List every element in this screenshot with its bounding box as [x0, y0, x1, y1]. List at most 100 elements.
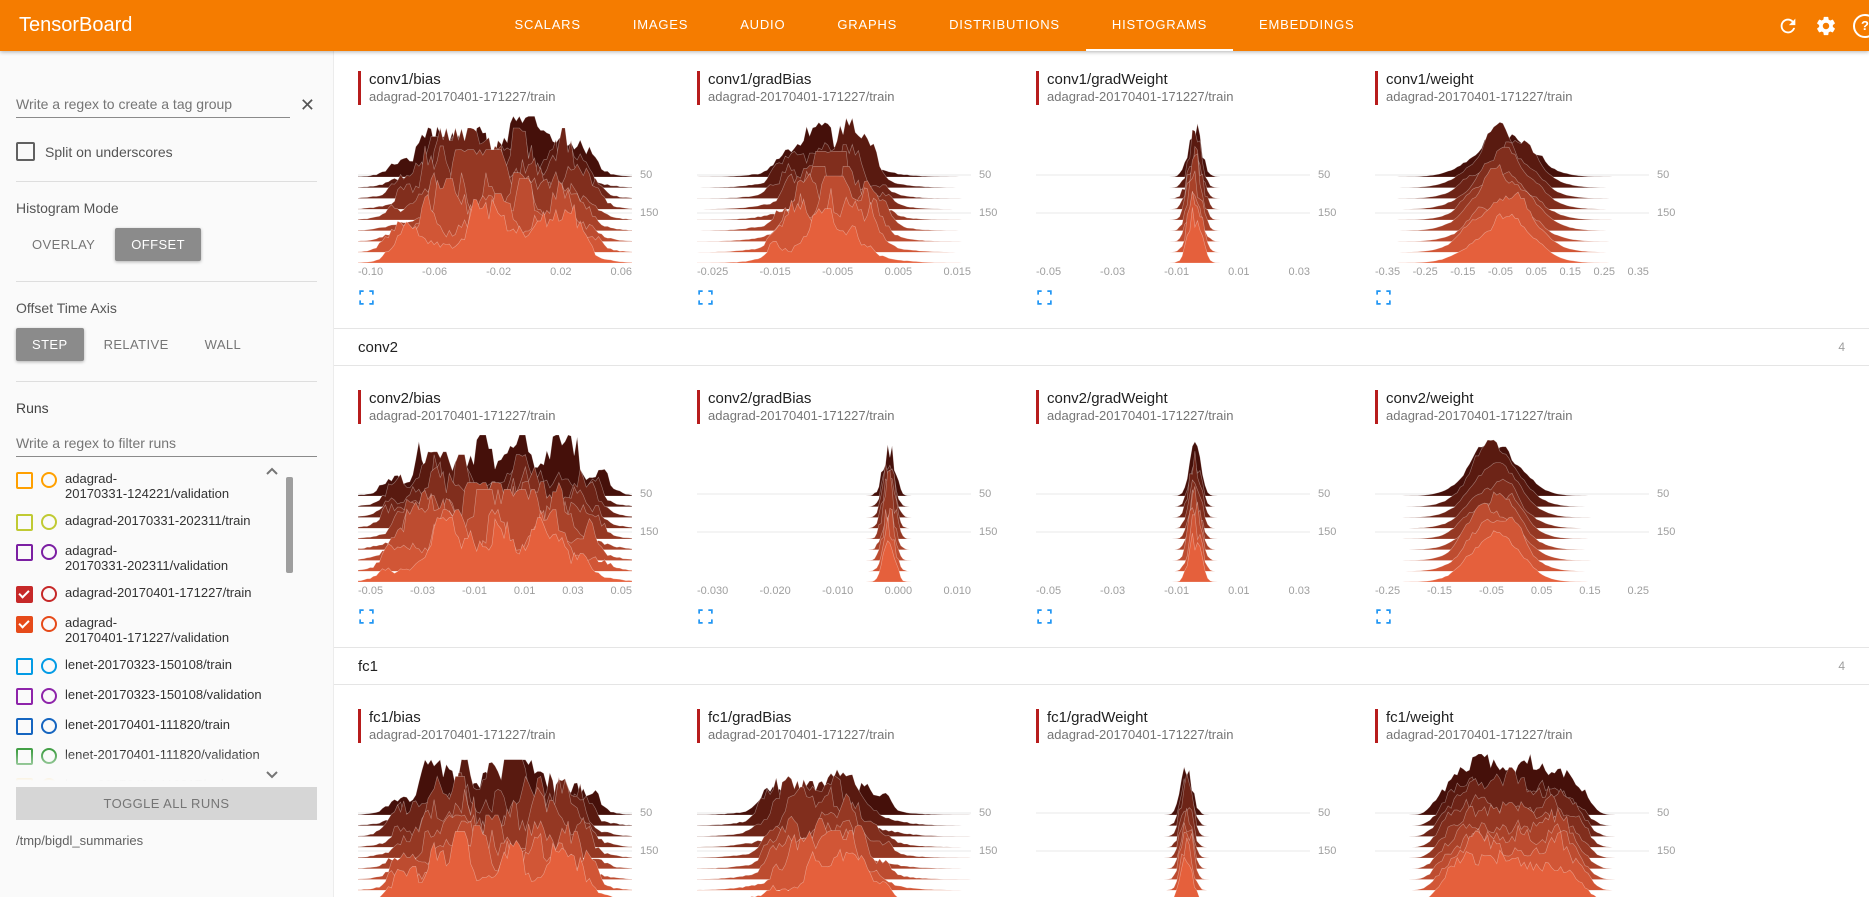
checkbox-icon[interactable] — [16, 142, 35, 161]
expand-icon[interactable] — [1375, 608, 1392, 625]
expand-icon[interactable] — [697, 608, 714, 625]
offset-time-axis-toggle: STEP RELATIVE WALL — [16, 328, 317, 361]
settings-gear-icon[interactable] — [1815, 15, 1837, 37]
x-tick-label: -0.05 — [1478, 585, 1505, 597]
run-isolator-icon[interactable] — [41, 718, 57, 734]
time-axis-step-button[interactable]: STEP — [16, 328, 84, 361]
run-item[interactable]: lenet-20170323-150108/train — [16, 651, 317, 681]
run-item[interactable]: adagrad-20170331-202311/train — [16, 507, 317, 537]
histogram-card: conv1/bias adagrad-20170401-171227/train 5… — [357, 71, 697, 306]
section-title: fc1 — [358, 657, 379, 675]
app-header: TensorBoard SCALARS IMAGES AUDIO GRAPHS DIST… — [0, 0, 1869, 51]
card-title: conv1/gradBias — [708, 71, 812, 88]
logdir-path: /tmp/bigdl_summaries — [16, 833, 144, 848]
refresh-icon[interactable] — [1777, 15, 1799, 37]
toggle-all-runs-button[interactable]: TOGGLE ALL RUNS — [16, 787, 317, 820]
section-header-conv2[interactable]: conv2 4 — [334, 328, 1869, 366]
split-underscores-label: Split on underscores — [45, 143, 173, 160]
run-checkbox[interactable] — [16, 586, 33, 603]
tab-embeddings[interactable]: EMBEDDINGS — [1259, 17, 1355, 32]
run-isolator-icon[interactable] — [41, 658, 57, 674]
run-isolator-icon[interactable] — [41, 688, 57, 704]
histogram-mode-offset-button[interactable]: OFFSET — [115, 228, 201, 261]
tab-histograms[interactable]: HISTOGRAMS — [1085, 0, 1234, 51]
x-tick-label: 0.03 — [1288, 266, 1310, 278]
y-axis-label: 50 — [640, 488, 653, 500]
x-tick-label: 0.01 — [1228, 266, 1250, 278]
scrollbar-thumb[interactable] — [286, 477, 293, 573]
run-isolator-icon[interactable] — [41, 514, 57, 530]
ridge-layer — [1374, 163, 1650, 232]
time-axis-relative-button[interactable]: RELATIVE — [88, 328, 185, 361]
histogram-card: fc1/gradWeight adagrad-20170401-171227/tr… — [1036, 709, 1375, 897]
plot-area: 50 150 — [1036, 751, 1348, 897]
tab-images[interactable]: IMAGES — [632, 17, 689, 32]
y-axis-label: 50 — [640, 807, 653, 819]
ridge-layer — [379, 831, 614, 897]
section-header-fc1[interactable]: fc1 4 — [334, 647, 1869, 685]
run-checkbox[interactable] — [16, 544, 33, 561]
x-tick-label: 0.01 — [513, 585, 536, 597]
x-tick-label: -0.06 — [422, 266, 448, 278]
help-icon[interactable]: ? — [1853, 13, 1869, 38]
run-regex-input[interactable] — [16, 430, 317, 457]
tab-scalars[interactable]: SCALARS — [514, 17, 581, 32]
card-header: conv2/bias adagrad-20170401-171227/train — [358, 390, 697, 424]
tab-graphs[interactable]: GRAPHS — [837, 17, 898, 32]
ridge-layer — [773, 517, 972, 572]
run-label: lenet-20170401-111820/validation — [65, 747, 260, 762]
run-item[interactable]: lenet-20170323-150108/validation — [16, 681, 317, 711]
run-item[interactable]: lenet-20170401-111820/validation — [16, 741, 317, 771]
expand-icon[interactable] — [358, 289, 375, 306]
run-checkbox[interactable] — [16, 748, 33, 765]
card-header: conv1/weight adagrad-20170401-171227/trai… — [1375, 71, 1714, 105]
tag-regex-input[interactable] — [16, 91, 290, 118]
histogram-mode-overlay-button[interactable]: OVERLAY — [16, 228, 111, 261]
split-underscores-checkbox-row[interactable]: Split on underscores — [16, 142, 317, 161]
x-tick-label: -0.15 — [1426, 585, 1453, 597]
run-checkbox[interactable] — [16, 688, 33, 705]
expand-icon[interactable] — [1036, 608, 1053, 625]
y-axis-label: 150 — [979, 845, 998, 857]
run-label: lenet-20170401-112317/train — [65, 777, 231, 781]
run-checkbox[interactable] — [16, 514, 33, 531]
run-item[interactable]: adagrad- 20170331-124221/validation — [16, 465, 317, 507]
run-isolator-icon[interactable] — [41, 748, 57, 764]
run-item[interactable]: adagrad- 20170331-202311/validation — [16, 537, 317, 579]
run-item[interactable]: adagrad-20170401-171227/train — [16, 579, 317, 609]
x-tick-label: 0.15 — [1559, 266, 1581, 278]
y-axis-label: 150 — [640, 526, 659, 538]
tab-audio[interactable]: AUDIO — [740, 17, 786, 32]
expand-icon[interactable] — [1036, 289, 1053, 306]
scroll-down-icon[interactable] — [265, 770, 279, 779]
run-isolator-icon[interactable] — [41, 472, 57, 488]
y-axis-label: 50 — [979, 488, 992, 500]
histogram-ridge-chart — [1036, 123, 1311, 264]
tab-distributions[interactable]: DISTRIBUTIONS — [949, 17, 1060, 32]
run-checkbox[interactable] — [16, 472, 33, 489]
run-checkbox[interactable] — [16, 778, 33, 781]
time-axis-wall-button[interactable]: WALL — [189, 328, 258, 361]
scroll-up-icon[interactable] — [265, 467, 279, 476]
y-axis-label: 50 — [1657, 488, 1670, 500]
histogram-card: conv2/bias adagrad-20170401-171227/train 5… — [357, 390, 697, 625]
x-tick-label: 0.005 — [884, 266, 913, 278]
run-isolator-icon[interactable] — [41, 778, 57, 781]
x-tick-label: -0.03 — [409, 585, 436, 597]
x-axis-labels: -0.05 -0.03 -0.01 0.01 0.03 — [1036, 266, 1310, 279]
run-checkbox[interactable] — [16, 718, 33, 735]
ridge-layer — [1427, 849, 1597, 897]
run-isolator-icon[interactable] — [41, 586, 57, 602]
run-isolator-icon[interactable] — [41, 616, 57, 632]
expand-icon[interactable] — [358, 608, 375, 625]
run-checkbox[interactable] — [16, 616, 33, 633]
run-checkbox[interactable] — [16, 658, 33, 675]
run-item[interactable]: lenet-20170401-111820/train — [16, 711, 317, 741]
run-isolator-icon[interactable] — [41, 544, 57, 560]
expand-icon[interactable] — [697, 289, 714, 306]
close-icon[interactable]: ✕ — [299, 94, 315, 115]
expand-icon[interactable] — [1375, 289, 1392, 306]
card-title: fc1/gradWeight — [1047, 709, 1148, 726]
x-tick-label: -0.05 — [1036, 266, 1062, 278]
run-item[interactable]: adagrad- 20170401-171227/validation — [16, 609, 317, 651]
